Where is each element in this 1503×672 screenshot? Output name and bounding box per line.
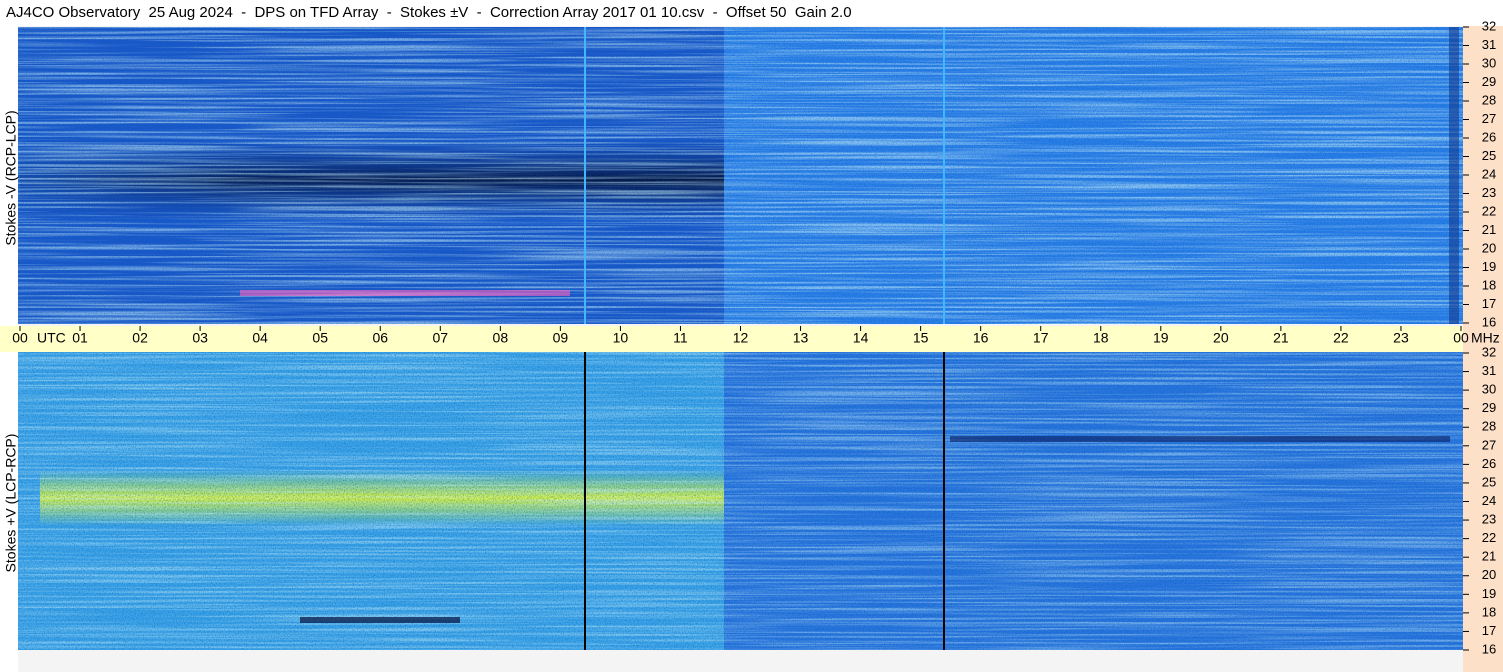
- x-unit-label: UTC: [37, 330, 66, 346]
- x-tick-label: 16: [973, 330, 989, 346]
- y-tick-label: 26: [1482, 129, 1496, 144]
- x-tick-label: 03: [192, 330, 208, 346]
- left-label-strip: [0, 352, 18, 672]
- y-tick-label: 20: [1482, 240, 1496, 255]
- y-tick-label: 21: [1482, 549, 1496, 564]
- y-tick-label: 18: [1482, 604, 1496, 619]
- y-tick-label: 28: [1482, 92, 1496, 107]
- y-axis-label: Stokes +V (LCP-RCP): [3, 434, 19, 573]
- x-tick-label: 20: [1213, 330, 1229, 346]
- y-tick-label: 24: [1482, 493, 1496, 508]
- y-tick-label: 27: [1482, 111, 1496, 126]
- x-tick-label: 08: [493, 330, 509, 346]
- x-tick-label: 21: [1273, 330, 1289, 346]
- y-tick-label: 17: [1482, 296, 1496, 311]
- x-tick-label: 13: [793, 330, 809, 346]
- y-tick-label: 24: [1482, 166, 1496, 181]
- top-spectrogram: [18, 27, 1463, 324]
- x-tick-label: 00: [12, 330, 28, 346]
- y-tick-label: 28: [1482, 419, 1496, 434]
- x-tick-label: 22: [1333, 330, 1349, 346]
- x-tick-label: 23: [1393, 330, 1409, 346]
- y-tick-label: 25: [1482, 474, 1496, 489]
- y-tick-label: 19: [1482, 586, 1496, 601]
- y-tick-label: 29: [1482, 400, 1496, 415]
- x-tick-label: 01: [72, 330, 88, 346]
- y-tick-label: 31: [1482, 363, 1496, 378]
- x-tick-label: 02: [132, 330, 148, 346]
- y-tick-label: 20: [1482, 567, 1496, 582]
- x-tick-label: 05: [312, 330, 328, 346]
- y-tick-label: 22: [1482, 203, 1496, 218]
- x-tick-label: 10: [613, 330, 629, 346]
- x-tick-label: 04: [252, 330, 268, 346]
- x-tick-label: 00: [1453, 330, 1469, 346]
- time-axis-band: [0, 326, 1463, 352]
- chart-title: AJ4CO Observatory 25 Aug 2024 - DPS on T…: [6, 4, 852, 21]
- y-tick-label: 29: [1482, 74, 1496, 89]
- y-tick-label: 27: [1482, 437, 1496, 452]
- x-tick-label: 17: [1033, 330, 1049, 346]
- y-tick-label: 17: [1482, 623, 1496, 638]
- y-tick-label: 21: [1482, 222, 1496, 237]
- x-tick-label: 12: [733, 330, 749, 346]
- x-tick-label: 07: [433, 330, 449, 346]
- y-tick-label: 26: [1482, 456, 1496, 471]
- x-tick-label: 09: [553, 330, 569, 346]
- x-tick-label: 06: [372, 330, 388, 346]
- y-tick-label: 23: [1482, 512, 1496, 527]
- y-tick-label: 30: [1482, 55, 1496, 70]
- y-axis-label: Stokes -V (RCP-LCP): [3, 110, 19, 245]
- y-tick-label: 16: [1482, 641, 1496, 656]
- left-label-strip: [0, 26, 18, 326]
- y-tick-label: 32: [1482, 18, 1496, 33]
- x-tick-label: 18: [1093, 330, 1109, 346]
- y-tick-label: 19: [1482, 259, 1496, 274]
- y-tick-label: 16: [1482, 314, 1496, 329]
- frequency-axis-band: [1463, 26, 1503, 672]
- y-tick-label: 25: [1482, 148, 1496, 163]
- bottom-spectrogram: [18, 352, 1463, 650]
- y-tick-label: 30: [1482, 382, 1496, 397]
- y-unit-label: MHz: [1471, 330, 1500, 346]
- y-tick-label: 23: [1482, 185, 1496, 200]
- x-tick-label: 19: [1153, 330, 1169, 346]
- y-tick-label: 31: [1482, 37, 1496, 52]
- title-bar: [0, 0, 1503, 26]
- y-tick-label: 32: [1482, 344, 1496, 359]
- x-tick-label: 14: [853, 330, 869, 346]
- x-tick-label: 15: [913, 330, 929, 346]
- y-tick-label: 18: [1482, 277, 1496, 292]
- x-tick-label: 11: [673, 330, 688, 346]
- y-tick-label: 22: [1482, 530, 1496, 545]
